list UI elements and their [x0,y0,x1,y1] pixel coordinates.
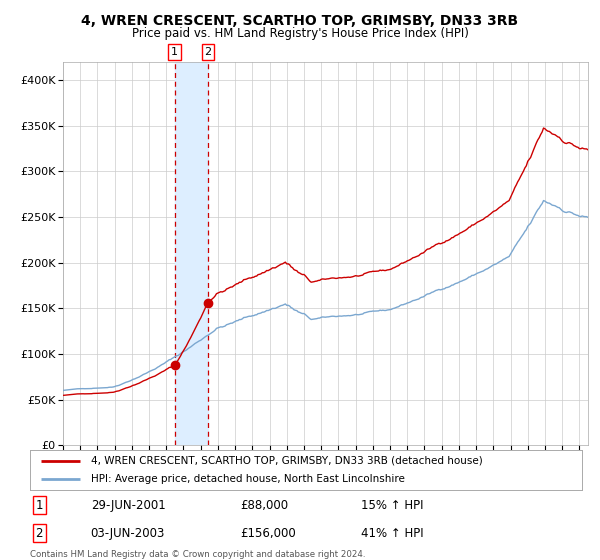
Text: 41% ↑ HPI: 41% ↑ HPI [361,526,424,540]
Text: 15% ↑ HPI: 15% ↑ HPI [361,498,424,512]
Text: 1: 1 [171,47,178,57]
Text: 29-JUN-2001: 29-JUN-2001 [91,498,166,512]
Text: 4, WREN CRESCENT, SCARTHO TOP, GRIMSBY, DN33 3RB: 4, WREN CRESCENT, SCARTHO TOP, GRIMSBY, … [82,14,518,28]
Text: 2: 2 [35,526,43,540]
Text: HPI: Average price, detached house, North East Lincolnshire: HPI: Average price, detached house, Nort… [91,474,404,484]
Text: Contains HM Land Registry data © Crown copyright and database right 2024.
This d: Contains HM Land Registry data © Crown c… [30,550,365,560]
Text: Price paid vs. HM Land Registry's House Price Index (HPI): Price paid vs. HM Land Registry's House … [131,27,469,40]
Text: 2: 2 [205,47,211,57]
Text: £156,000: £156,000 [240,526,296,540]
Text: 4, WREN CRESCENT, SCARTHO TOP, GRIMSBY, DN33 3RB (detached house): 4, WREN CRESCENT, SCARTHO TOP, GRIMSBY, … [91,456,482,465]
Bar [175,62,208,445]
Text: 1: 1 [35,498,43,512]
Text: £88,000: £88,000 [240,498,288,512]
Text: 03-JUN-2003: 03-JUN-2003 [91,526,165,540]
